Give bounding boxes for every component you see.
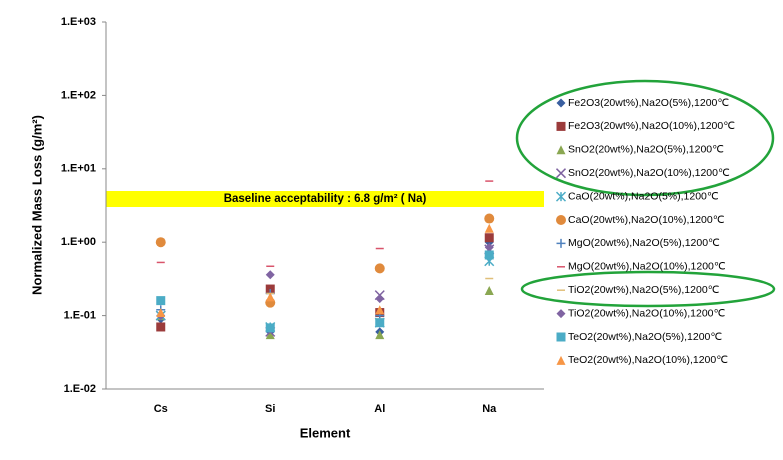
legend-label: Fe2O3(20wt%),Na2O(10%),1200℃	[568, 120, 735, 132]
highlight-ellipse	[515, 79, 775, 197]
legend-label: MgO(20wt%),Na2O(5%),1200℃	[568, 237, 720, 249]
data-point	[156, 322, 166, 332]
legend-marker	[556, 215, 566, 225]
legend-label: SnO2(20wt%),Na2O(10%),1200℃	[568, 167, 730, 179]
data-point	[156, 308, 166, 318]
data-point	[484, 285, 494, 295]
legend-label: Fe2O3(20wt%),Na2O(5%),1200℃	[568, 97, 729, 109]
x-tick-label: Al	[374, 403, 385, 415]
x-tick-label: Cs	[154, 403, 168, 415]
legend-label: TeO2(20wt%),Na2O(10%),1200℃	[568, 354, 728, 366]
data-point	[484, 250, 494, 260]
data-point	[484, 223, 494, 233]
data-point	[484, 233, 494, 243]
legend-marker	[555, 191, 567, 202]
legend-label: SnO2(20wt%),Na2O(5%),1200℃	[568, 144, 724, 156]
data-point	[265, 292, 275, 302]
data-point	[265, 330, 275, 340]
legend-label: CaO(20wt%),Na2O(10%),1200℃	[568, 214, 725, 226]
y-tick-label: 1.E+01	[61, 163, 96, 175]
y-tick-label: 1.E+02	[61, 89, 96, 101]
y-tick-label: 1.E+03	[61, 16, 96, 28]
data-point	[484, 213, 495, 224]
legend-marker	[556, 98, 566, 108]
baseline-band	[106, 191, 544, 207]
data-point	[265, 323, 275, 333]
data-point	[155, 237, 166, 248]
x-axis-title: Element	[300, 425, 351, 440]
legend-label: TiO2(20wt%),Na2O(10%),1200℃	[568, 307, 726, 319]
data-point	[265, 270, 275, 280]
y-tick-label: 1.E-02	[64, 383, 96, 395]
y-tick-label: 1.E+00	[61, 236, 96, 248]
highlight-ellipse	[520, 270, 776, 308]
legend-label: CaO(20wt%),Na2O(5%),1200℃	[568, 190, 719, 202]
data-point	[375, 305, 385, 315]
legend-marker	[556, 121, 566, 131]
data-point	[375, 318, 385, 328]
data-point	[374, 263, 385, 274]
legend-marker	[556, 332, 566, 342]
legend-label: TiO2(20wt%),Na2O(5%),1200℃	[568, 284, 720, 296]
y-tick-label: 1.E-01	[64, 310, 96, 322]
legend-label: MgO(20wt%),Na2O(10%),1200℃	[568, 261, 726, 273]
legend-marker	[556, 238, 566, 248]
legend-marker	[555, 168, 567, 179]
y-axis-title: Normalized Mass Loss (g/m²)	[29, 115, 44, 295]
x-tick-label: Si	[265, 403, 275, 415]
data-point	[375, 294, 385, 304]
legend-marker	[556, 309, 566, 319]
data-point	[375, 330, 385, 340]
legend-marker	[556, 355, 566, 365]
data-point	[156, 296, 166, 306]
legend-marker	[556, 145, 566, 155]
data-point	[484, 242, 494, 252]
annotation: Baseline acceptability : 6.8 g/m² ( Na)	[224, 193, 427, 205]
x-tick-label: Na	[482, 403, 497, 415]
legend-label: TeO2(20wt%),Na2O(5%),1200℃	[568, 331, 722, 343]
